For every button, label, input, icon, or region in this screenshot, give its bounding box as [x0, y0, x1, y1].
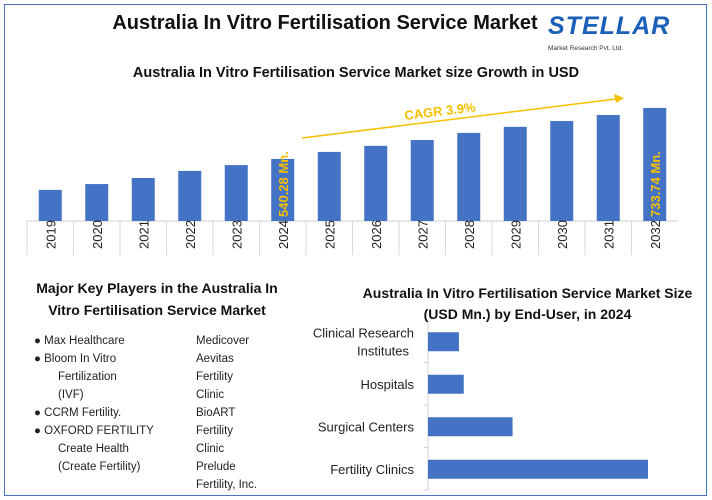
- key-player-item: ● CCRM Fertility.: [34, 407, 122, 419]
- bar-2031: [596, 114, 620, 221]
- bar-2022: [178, 170, 202, 221]
- x-tick-label: 2024: [276, 220, 291, 249]
- y-tick-label: Surgical Centers: [318, 419, 415, 434]
- bar-2028: [457, 132, 481, 221]
- key-player-item: Create Health: [58, 443, 129, 455]
- key-player-item: Fertility, Inc.: [196, 479, 258, 491]
- bar-2020: [85, 184, 109, 221]
- x-tick-label: 2027: [415, 220, 430, 249]
- bar-2021: [131, 178, 155, 221]
- bar-2025: [317, 151, 341, 221]
- x-tick-label: 2022: [183, 220, 198, 249]
- hbar-fertility-clinics: [428, 459, 648, 479]
- bar-2032: [643, 107, 667, 221]
- frame: [4, 4, 707, 496]
- logo-tagline: Market Research Pvt. Ltd.: [548, 45, 624, 52]
- key-players-col1: ● Max Healthcare ● Bloom In Vitro Fertiliz…: [34, 332, 154, 476]
- key-player-item: ● Max Healthcare: [34, 335, 125, 347]
- key-player-item: Clinic: [196, 443, 225, 455]
- bar-2023: [224, 165, 248, 221]
- y-tick-label: Hospitals: [361, 377, 415, 392]
- y-tick-label: Institutes: [357, 343, 410, 358]
- bar-2030: [550, 121, 574, 221]
- x-tick-label: 2023: [229, 220, 244, 249]
- chart-title: Australia In Vitro Fertilisation Service…: [132, 65, 580, 81]
- hbar-surgical-centers: [428, 417, 513, 437]
- key-player-item: (Create Fertility): [58, 461, 141, 473]
- cagr-arrow-line: [301, 98, 617, 139]
- key-player-item: ● Bloom In Vitro: [34, 353, 117, 365]
- stellar-logo: STELLAR Market Research Pvt. Ltd.: [548, 10, 698, 54]
- key-player-item: Fertility: [196, 371, 234, 383]
- y-tick-label: Fertility Clinics: [330, 462, 414, 477]
- key-player-item: Fertilization: [58, 371, 117, 383]
- data-label: 540.28 Mn.: [276, 151, 291, 217]
- key-player-item: Fertility: [196, 425, 234, 437]
- key-player-item: Medicover: [196, 335, 250, 347]
- bar-2027: [410, 140, 434, 221]
- bar-2029: [503, 126, 527, 221]
- key-players-title-line: Vitro Fertilisation Service Market: [48, 302, 266, 318]
- hbar-hospitals: [428, 374, 464, 394]
- key-player-item: (IVF): [58, 389, 84, 401]
- data-label: 733.74 Mn.: [648, 151, 663, 217]
- key-players-title: Major Key Players in the Australia In Vi…: [22, 277, 292, 321]
- logo-word: STELLAR: [548, 12, 671, 40]
- key-player-item: BioART: [196, 407, 236, 419]
- x-tick-label: 2019: [43, 220, 58, 249]
- cagr-arrow-head: [614, 94, 624, 103]
- bar-2024: [271, 158, 295, 221]
- hbar-title: Australia In Vitro Fertilisation Service…: [362, 285, 693, 322]
- x-tick-label: 2031: [601, 220, 616, 249]
- key-player-item: Clinic: [196, 389, 225, 401]
- x-tick-label: 2028: [462, 220, 477, 249]
- bar-2026: [364, 145, 388, 221]
- bar-2019: [38, 189, 62, 221]
- key-player-item: ● OXFORD FERTILITY: [34, 425, 154, 437]
- x-tick-label: 2025: [322, 220, 337, 249]
- x-tick-label: 2020: [90, 220, 105, 249]
- key-player-item: Prelude: [196, 461, 236, 473]
- x-tick-label: 2021: [136, 220, 151, 249]
- cagr-label: CAGR 3.9%: [404, 99, 477, 123]
- key-players-title-line: Major Key Players in the Australia In: [36, 280, 278, 296]
- y-tick-label: Clinical Research: [313, 325, 414, 340]
- x-tick-label: 2029: [508, 220, 523, 249]
- x-tick-label: 2032: [648, 220, 663, 249]
- page-title: Australia In Vitro Fertilisation Service…: [112, 12, 538, 34]
- hbar-clinical-research-institutes: [428, 332, 459, 352]
- key-player-item: Aevitas: [196, 353, 234, 365]
- x-tick-label: 2026: [369, 220, 384, 249]
- x-tick-label: 2030: [555, 220, 570, 249]
- key-players-col2: Medicover Aevitas Fertility Clinic BioART Fer…: [196, 332, 257, 494]
